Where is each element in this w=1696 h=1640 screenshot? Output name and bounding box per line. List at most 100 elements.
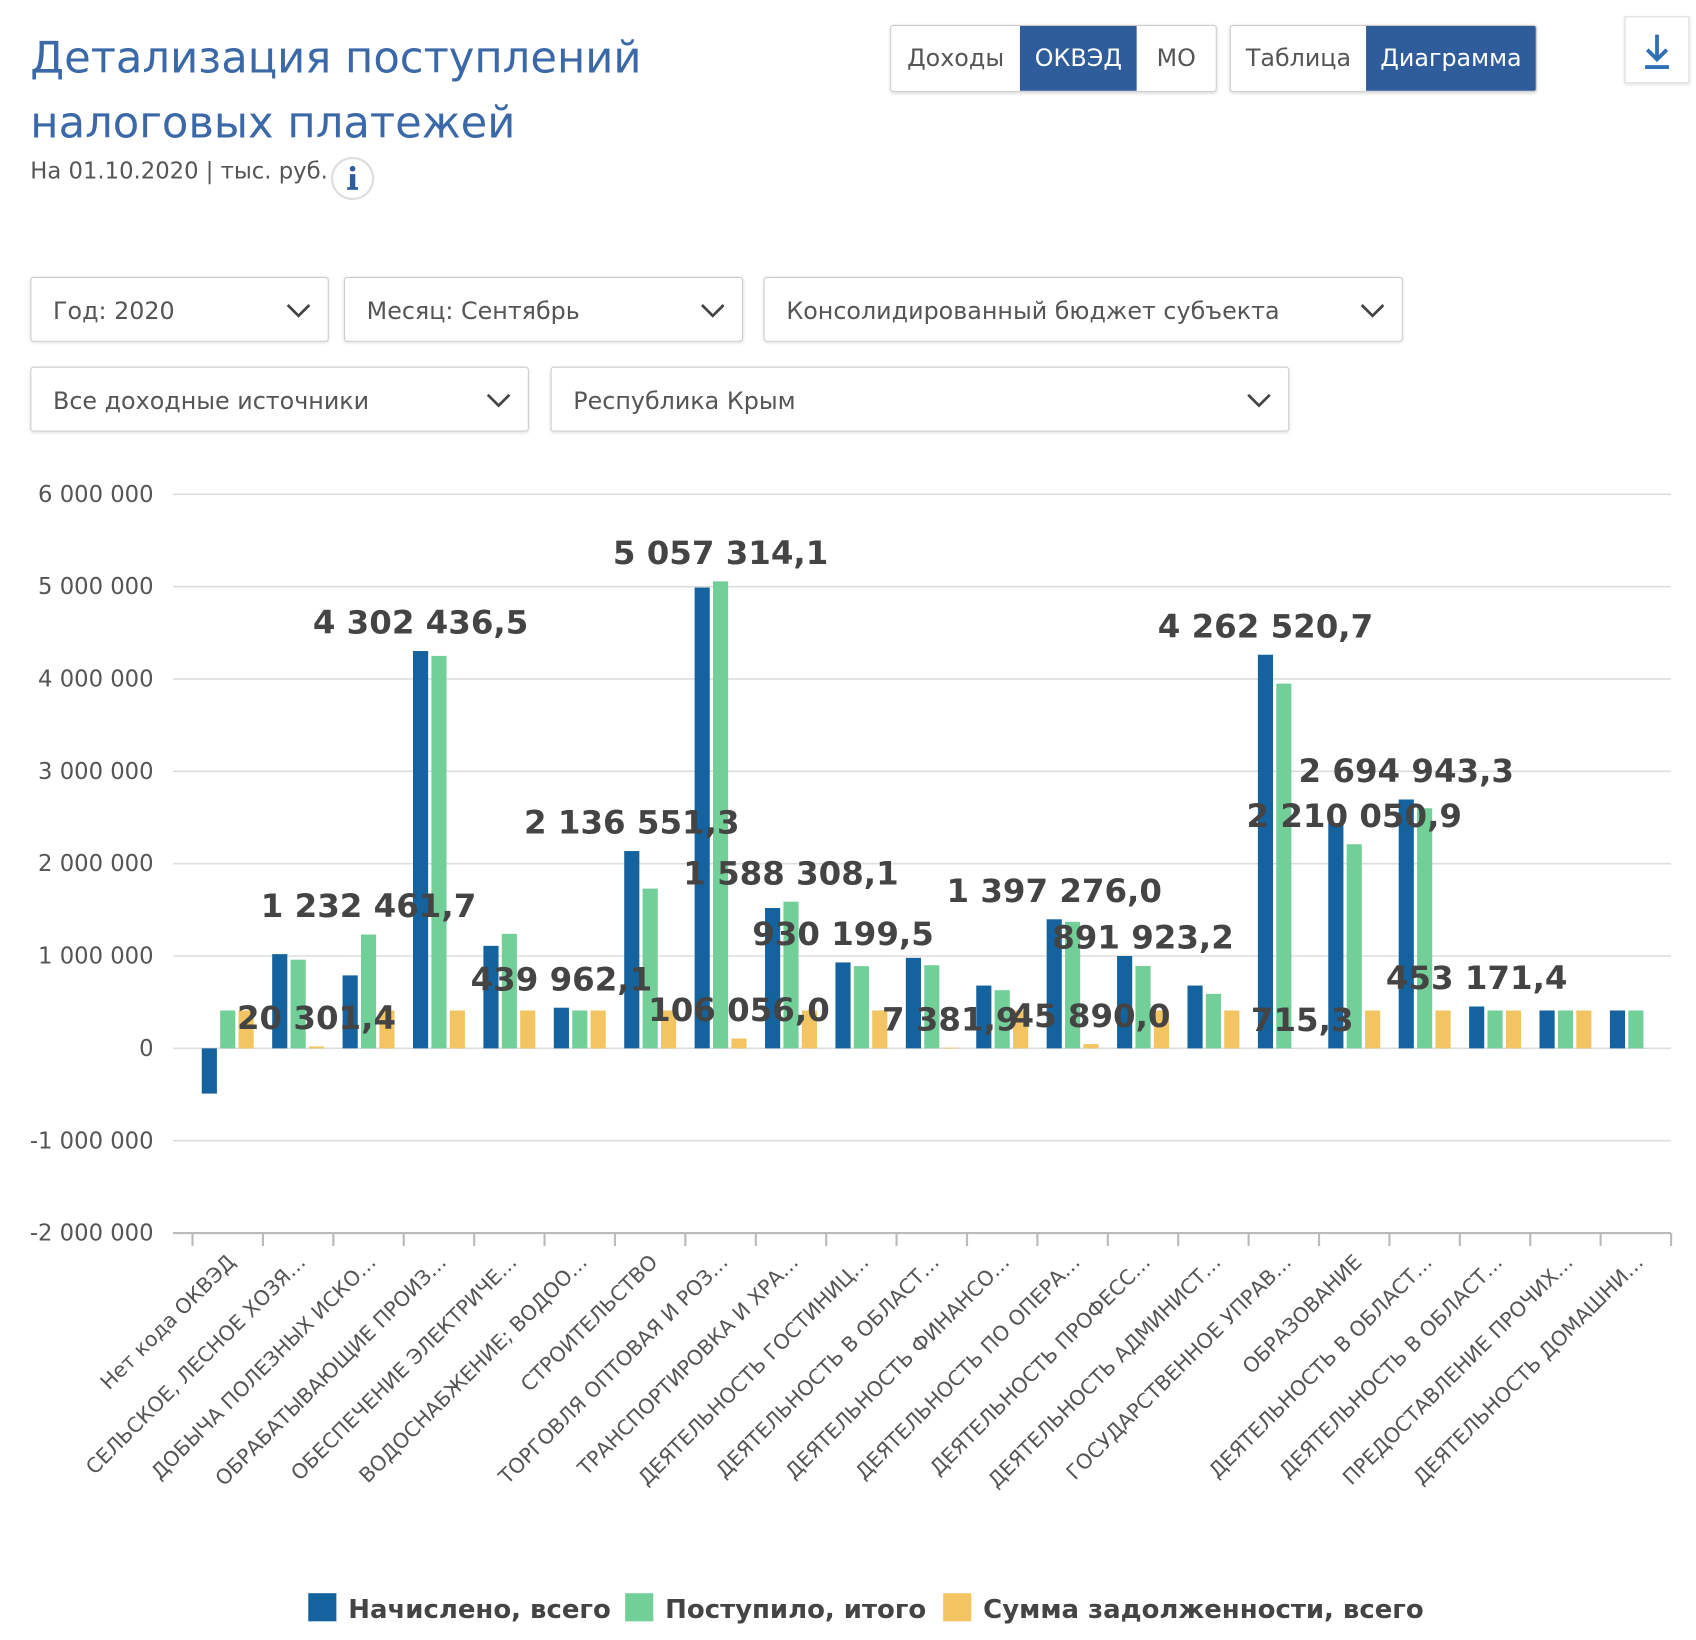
download-icon [1645,34,1669,69]
chevron [286,304,311,318]
legend-label[interactable]: Начислено, всего [348,1595,611,1625]
page-title: Детализация поступлений налоговых платеж… [30,33,642,149]
bar [520,1010,536,1049]
bar [449,1010,465,1049]
bar [590,1010,606,1049]
bar [853,966,869,1049]
toggle-button[interactable]: МО [1136,25,1216,91]
dropdown-label: Месяц: Сентябрь [366,298,580,326]
data-label: 715,3 [1251,1001,1354,1039]
bar [483,945,499,1049]
bar [290,959,306,1049]
bar [1539,1010,1555,1049]
bar [942,1047,958,1049]
dropdown-label: Республика Крым [573,388,796,416]
data-label: 1 588 308,1 [683,854,898,892]
data-label: 20 301,4 [237,999,396,1037]
bar [1557,1010,1574,1049]
bar [835,962,851,1049]
bar [412,651,429,1049]
bar [431,655,447,1049]
y-tick-label: 3 000 000 [38,759,154,785]
bar [1065,921,1081,1049]
bar [1328,823,1344,1049]
chevron [1247,393,1271,408]
dropdown[interactable]: Месяц: Сентябрь [343,276,744,342]
bar [660,1010,677,1049]
y-tick-label: 0 [139,1036,153,1062]
data-label: 930 199,5 [752,915,934,953]
info-icon[interactable] [329,155,377,203]
bar [713,581,729,1049]
data-label: 1 232 461,7 [261,887,476,925]
bar [360,934,377,1049]
bar [872,1010,888,1049]
chevron [1360,304,1385,318]
bar [1187,985,1203,1049]
bar [220,1010,236,1049]
bar [924,965,940,1049]
bar [501,933,517,1049]
bar [976,985,992,1049]
bar [1224,1010,1240,1049]
toggle-button[interactable]: Доходы [891,25,1020,91]
legend-label[interactable]: Сумма задолженности, всего [983,1595,1423,1625]
bar [994,990,1010,1049]
chevron [701,304,725,318]
bar [1276,683,1292,1049]
y-tick-label: -1 000 000 [30,1128,154,1154]
bar [1135,965,1151,1049]
bar [1417,808,1433,1049]
bar [783,901,799,1049]
dropdown-label: Год: 2020 [52,298,175,326]
x-tick-label: Нет кода ОКВЭД [96,1250,240,1394]
subtitle: На 01.10.2020 | тыс. руб. [30,157,328,184]
data-label: 453 171,4 [1386,959,1568,997]
bar [1609,1010,1626,1049]
bar [1576,1010,1592,1049]
dropdown[interactable]: Консолидированный бюджет субъекта [763,276,1403,342]
download-button[interactable] [1624,16,1690,84]
toggle-group: Доходы ОКВЭД МО [890,24,1217,92]
bar [624,851,640,1049]
toggle-button[interactable]: Таблица [1230,25,1367,91]
bar [1435,1010,1451,1049]
legend-label[interactable]: Поступило, итого [665,1595,926,1625]
bar [1469,1006,1485,1049]
bar [1628,1010,1644,1049]
bar [1505,1010,1522,1049]
dropdown[interactable]: Год: 2020 [30,276,329,342]
toggle-button[interactable]: ОКВЭД [1019,25,1137,91]
x-tick-label: ОБРАЗОВАНИЕ [1238,1250,1367,1379]
bar [731,1038,747,1049]
bar [238,1010,254,1049]
y-tick-label: -2 000 000 [30,1221,154,1247]
bar [1487,1010,1503,1049]
y-tick-label: 4 000 000 [38,667,154,693]
legend-swatch [308,1593,337,1622]
data-label: 7 381,9 [882,1000,1018,1038]
y-tick-label: 6 000 000 [38,482,154,508]
chevron [486,393,511,408]
toggle-button[interactable]: Диаграмма [1366,25,1536,91]
dropdown[interactable]: Республика Крым [550,366,1290,432]
data-label: 891 923,2 [1052,919,1234,957]
bar [1257,654,1274,1049]
bar [1083,1044,1099,1049]
bar [272,954,288,1049]
y-tick-label: 1 000 000 [38,944,154,970]
dropdown[interactable]: Все доходные источники [30,366,529,432]
bar [801,1010,817,1049]
data-label: 1 397 276,0 [946,872,1161,910]
data-label: 106 056,0 [648,991,830,1029]
dropdown-label: Все доходные источники [52,388,370,416]
bar [1013,1010,1029,1049]
x-tick-label: СТРОИТЕЛЬСТВО [516,1250,662,1396]
bar [1398,799,1414,1049]
bar [1346,844,1362,1049]
toggle-group: Таблица Диаграмма [1229,24,1537,92]
data-label: 4 302 436,5 [313,604,528,642]
bar [1365,1010,1381,1049]
data-label: 2 210 050,9 [1247,797,1462,835]
